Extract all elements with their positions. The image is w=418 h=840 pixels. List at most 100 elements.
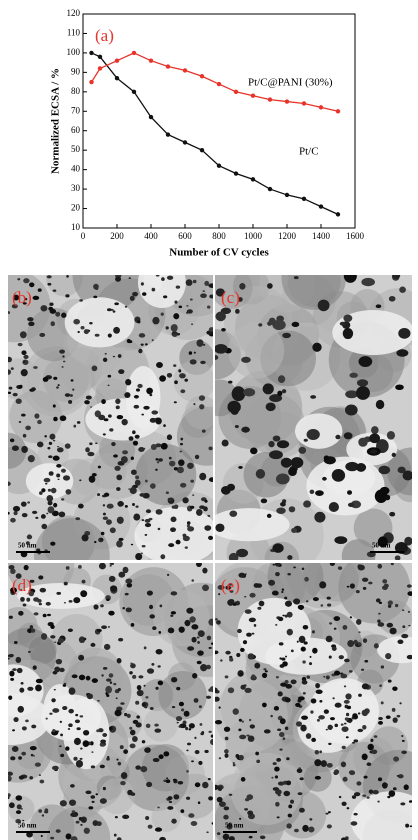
particle bbox=[239, 719, 242, 722]
particle bbox=[167, 574, 169, 576]
particle bbox=[78, 565, 82, 569]
particle bbox=[290, 800, 294, 804]
particle bbox=[39, 491, 43, 495]
particle bbox=[98, 415, 105, 420]
particle bbox=[93, 284, 99, 290]
particle bbox=[18, 611, 23, 616]
particle bbox=[217, 832, 220, 835]
particle bbox=[36, 679, 43, 684]
particle bbox=[221, 328, 226, 332]
particle bbox=[212, 687, 218, 693]
particle bbox=[356, 386, 370, 400]
particle bbox=[329, 656, 332, 659]
particle bbox=[240, 685, 245, 690]
data-point bbox=[89, 51, 93, 55]
particle bbox=[17, 278, 20, 280]
particle bbox=[399, 287, 406, 293]
particle bbox=[23, 604, 27, 607]
y-tick-label: 50 bbox=[71, 144, 81, 154]
particle bbox=[347, 490, 352, 495]
particle bbox=[100, 798, 107, 804]
particle bbox=[186, 305, 188, 306]
particle bbox=[82, 534, 89, 541]
particle bbox=[323, 676, 325, 677]
particle bbox=[84, 638, 87, 641]
particle bbox=[399, 702, 401, 704]
scale-label: 50 nm bbox=[372, 542, 391, 550]
particle bbox=[17, 668, 23, 673]
particle bbox=[51, 488, 57, 494]
particle bbox=[97, 493, 100, 496]
particle bbox=[79, 299, 83, 302]
particle bbox=[393, 787, 397, 790]
particle bbox=[249, 618, 256, 622]
particle bbox=[332, 469, 345, 482]
particle bbox=[152, 317, 159, 325]
particle bbox=[75, 714, 78, 716]
data-point bbox=[217, 164, 221, 168]
particle bbox=[172, 706, 175, 708]
particle bbox=[33, 755, 35, 756]
particle bbox=[58, 638, 64, 643]
particle bbox=[22, 726, 27, 730]
particle bbox=[232, 386, 246, 401]
particle bbox=[79, 675, 85, 681]
particle bbox=[229, 794, 232, 796]
particle bbox=[68, 728, 70, 730]
particle bbox=[347, 586, 350, 588]
particle bbox=[21, 414, 25, 417]
particle bbox=[130, 296, 135, 301]
particle bbox=[405, 824, 409, 828]
y-tick-label: 60 bbox=[71, 125, 81, 135]
particle bbox=[31, 387, 36, 391]
particle bbox=[283, 791, 290, 796]
particle bbox=[358, 438, 367, 447]
particle bbox=[208, 283, 215, 288]
particle bbox=[250, 724, 255, 728]
particle bbox=[73, 319, 80, 325]
particle bbox=[152, 339, 154, 341]
particle bbox=[57, 447, 64, 452]
particle bbox=[208, 619, 215, 626]
data-point bbox=[166, 132, 170, 136]
particle bbox=[194, 737, 196, 740]
particle bbox=[357, 379, 368, 386]
particle bbox=[92, 678, 98, 683]
particle bbox=[14, 641, 18, 644]
particle bbox=[347, 807, 350, 809]
particle bbox=[91, 643, 94, 645]
y-tick-label: 110 bbox=[67, 28, 81, 38]
particle bbox=[297, 769, 303, 774]
particle bbox=[321, 604, 324, 606]
particle bbox=[100, 604, 104, 607]
particle bbox=[334, 724, 338, 728]
particle bbox=[10, 756, 15, 760]
particle bbox=[222, 440, 229, 447]
particle bbox=[60, 721, 62, 723]
particle bbox=[275, 572, 280, 576]
particle bbox=[314, 512, 325, 523]
particle bbox=[184, 379, 188, 382]
particle bbox=[34, 612, 39, 615]
particle bbox=[208, 778, 211, 780]
particle bbox=[206, 696, 211, 699]
particle bbox=[58, 479, 60, 480]
particle bbox=[84, 400, 90, 404]
particle bbox=[191, 579, 194, 582]
particle bbox=[6, 311, 10, 314]
particle bbox=[10, 518, 16, 523]
particle bbox=[268, 580, 275, 586]
particle bbox=[275, 789, 282, 795]
particle bbox=[341, 724, 344, 726]
particle bbox=[310, 395, 316, 399]
particle bbox=[285, 615, 288, 618]
particle bbox=[66, 489, 72, 494]
particle bbox=[278, 375, 285, 383]
particle bbox=[103, 787, 106, 790]
particle bbox=[244, 808, 248, 810]
particle bbox=[312, 648, 317, 654]
particle bbox=[38, 575, 43, 579]
particle bbox=[247, 811, 253, 816]
particle bbox=[7, 658, 10, 660]
particle bbox=[132, 430, 136, 434]
